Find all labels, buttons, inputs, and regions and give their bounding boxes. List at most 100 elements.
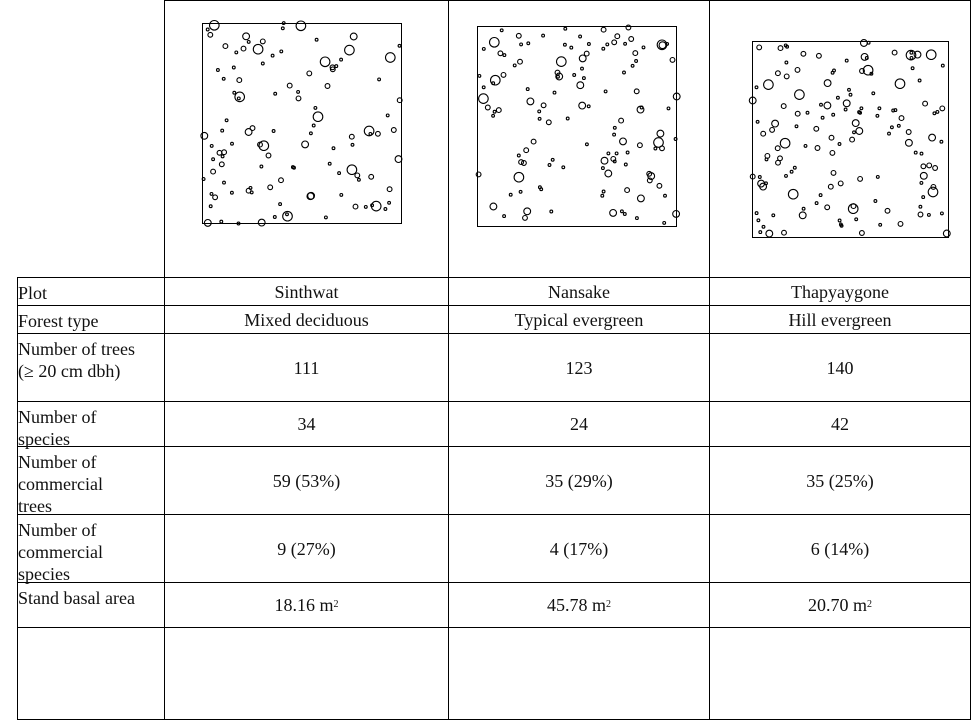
tree-stem-marker xyxy=(270,53,275,58)
cell-commercial-species-thapyaygone: 6 (14%) xyxy=(810,538,870,559)
tree-stem-marker xyxy=(672,92,681,101)
tree-stem-marker xyxy=(926,162,933,169)
tree-stem-marker xyxy=(502,53,507,58)
tree-stem-marker xyxy=(913,50,922,59)
tree-stem-marker xyxy=(852,130,856,135)
tree-stem-marker xyxy=(259,164,264,169)
tree-stem-marker xyxy=(656,39,668,51)
tree-stem-marker xyxy=(537,116,542,121)
tree-stem-marker xyxy=(764,152,771,159)
tree-stem-marker xyxy=(600,166,605,171)
tree-stem-marker xyxy=(920,163,927,170)
cell-commercial-species-nansake: 4 (17%) xyxy=(549,538,609,559)
tree-stem-marker xyxy=(363,204,368,209)
tree-stem-marker xyxy=(221,149,228,156)
tree-stem-marker xyxy=(301,140,310,149)
tree-stem-marker xyxy=(384,52,396,63)
tree-stem-marker xyxy=(346,164,358,176)
tree-stem-marker xyxy=(877,106,882,111)
tree-stem-marker xyxy=(290,165,295,170)
tree-stem-marker xyxy=(830,70,835,75)
tree-stem-marker xyxy=(842,99,851,108)
tree-stem-marker xyxy=(578,34,583,39)
tree-stem-marker xyxy=(526,41,531,46)
tree-stem-marker xyxy=(647,172,656,181)
tree-stem-marker xyxy=(271,129,276,133)
tree-stem-marker xyxy=(208,204,213,209)
tree-stem-marker xyxy=(267,184,274,191)
tree-stem-marker xyxy=(397,43,402,48)
tree-stem-marker xyxy=(653,137,664,148)
tree-stem-marker xyxy=(257,141,263,148)
tree-stem-marker xyxy=(614,33,621,40)
tree-stem-marker xyxy=(222,43,229,50)
tree-stem-marker xyxy=(339,57,344,62)
tree-stem-marker xyxy=(921,195,926,200)
tree-stem-marker xyxy=(240,45,247,52)
tree-stem-marker xyxy=(857,175,864,182)
tree-stem-marker xyxy=(828,134,835,141)
tree-stem-marker xyxy=(784,60,789,65)
cell-forest-type-nansake: Typical evergreen xyxy=(514,309,644,330)
tree-stem-marker xyxy=(875,113,880,118)
tree-stem-marker xyxy=(561,165,566,170)
tree-stem-marker xyxy=(754,211,759,216)
tree-stem-marker xyxy=(541,33,546,38)
grid-line xyxy=(17,627,971,628)
tree-stem-marker xyxy=(523,207,532,216)
tree-stem-marker xyxy=(586,104,591,109)
tree-stem-marker xyxy=(612,125,617,130)
cell-forest-type-sinthwat: Mixed deciduous xyxy=(244,309,369,330)
tree-stem-marker xyxy=(313,105,318,110)
tree-stem-marker xyxy=(805,110,810,115)
tree-stem-marker xyxy=(272,215,277,219)
tree-stem-marker xyxy=(550,157,555,162)
tree-stem-marker xyxy=(774,145,781,152)
tree-stem-marker xyxy=(549,209,554,214)
tree-stem-marker xyxy=(327,161,332,166)
tree-stem-marker xyxy=(673,137,678,141)
tree-stem-marker xyxy=(606,151,611,156)
tree-stem-marker xyxy=(628,36,635,42)
cell-species-nansake: 24 xyxy=(570,414,588,434)
tree-stem-marker xyxy=(801,206,806,211)
tree-stem-marker xyxy=(215,68,220,72)
tree-stem-marker xyxy=(337,171,342,176)
tree-stem-marker xyxy=(374,130,381,137)
tree-stem-marker xyxy=(850,203,857,210)
tree-stem-marker xyxy=(940,63,945,68)
tree-stem-marker xyxy=(386,186,393,193)
basal-area-value: 18.16 m xyxy=(274,595,334,615)
tree-stem-marker xyxy=(207,31,214,38)
grid-line xyxy=(17,277,971,278)
tree-stem-marker xyxy=(769,126,776,133)
tree-stem-marker xyxy=(236,96,241,101)
tree-stem-marker xyxy=(666,106,671,111)
tree-stem-marker xyxy=(779,137,791,149)
tree-stem-marker xyxy=(296,89,301,94)
tree-stem-marker xyxy=(614,151,619,156)
tree-stem-marker xyxy=(368,173,375,180)
tree-stem-marker xyxy=(636,105,645,114)
stem-map-thapyaygone xyxy=(748,39,951,238)
tree-stem-marker xyxy=(765,229,774,238)
row-label-stand-basal-area: Stand basal area xyxy=(18,588,135,608)
grid-line xyxy=(164,0,971,1)
tree-stem-marker xyxy=(578,54,587,63)
tree-stem-marker xyxy=(569,45,574,50)
tree-stem-marker xyxy=(508,192,513,197)
tree-stem-marker xyxy=(281,21,286,26)
tree-stem-marker xyxy=(669,56,676,63)
tree-stem-marker xyxy=(363,125,375,137)
tree-stem-marker xyxy=(495,107,502,114)
tree-stem-marker xyxy=(344,44,355,56)
tree-stem-marker xyxy=(512,63,517,68)
tree-stem-marker xyxy=(928,133,937,142)
row-label-commercial-trees: Number of commercial trees xyxy=(18,452,103,516)
tree-stem-marker xyxy=(887,131,891,136)
tree-stem-marker xyxy=(517,58,523,65)
tree-stem-marker xyxy=(837,180,844,187)
tree-stem-marker xyxy=(394,155,403,164)
tree-stem-marker xyxy=(523,147,530,154)
